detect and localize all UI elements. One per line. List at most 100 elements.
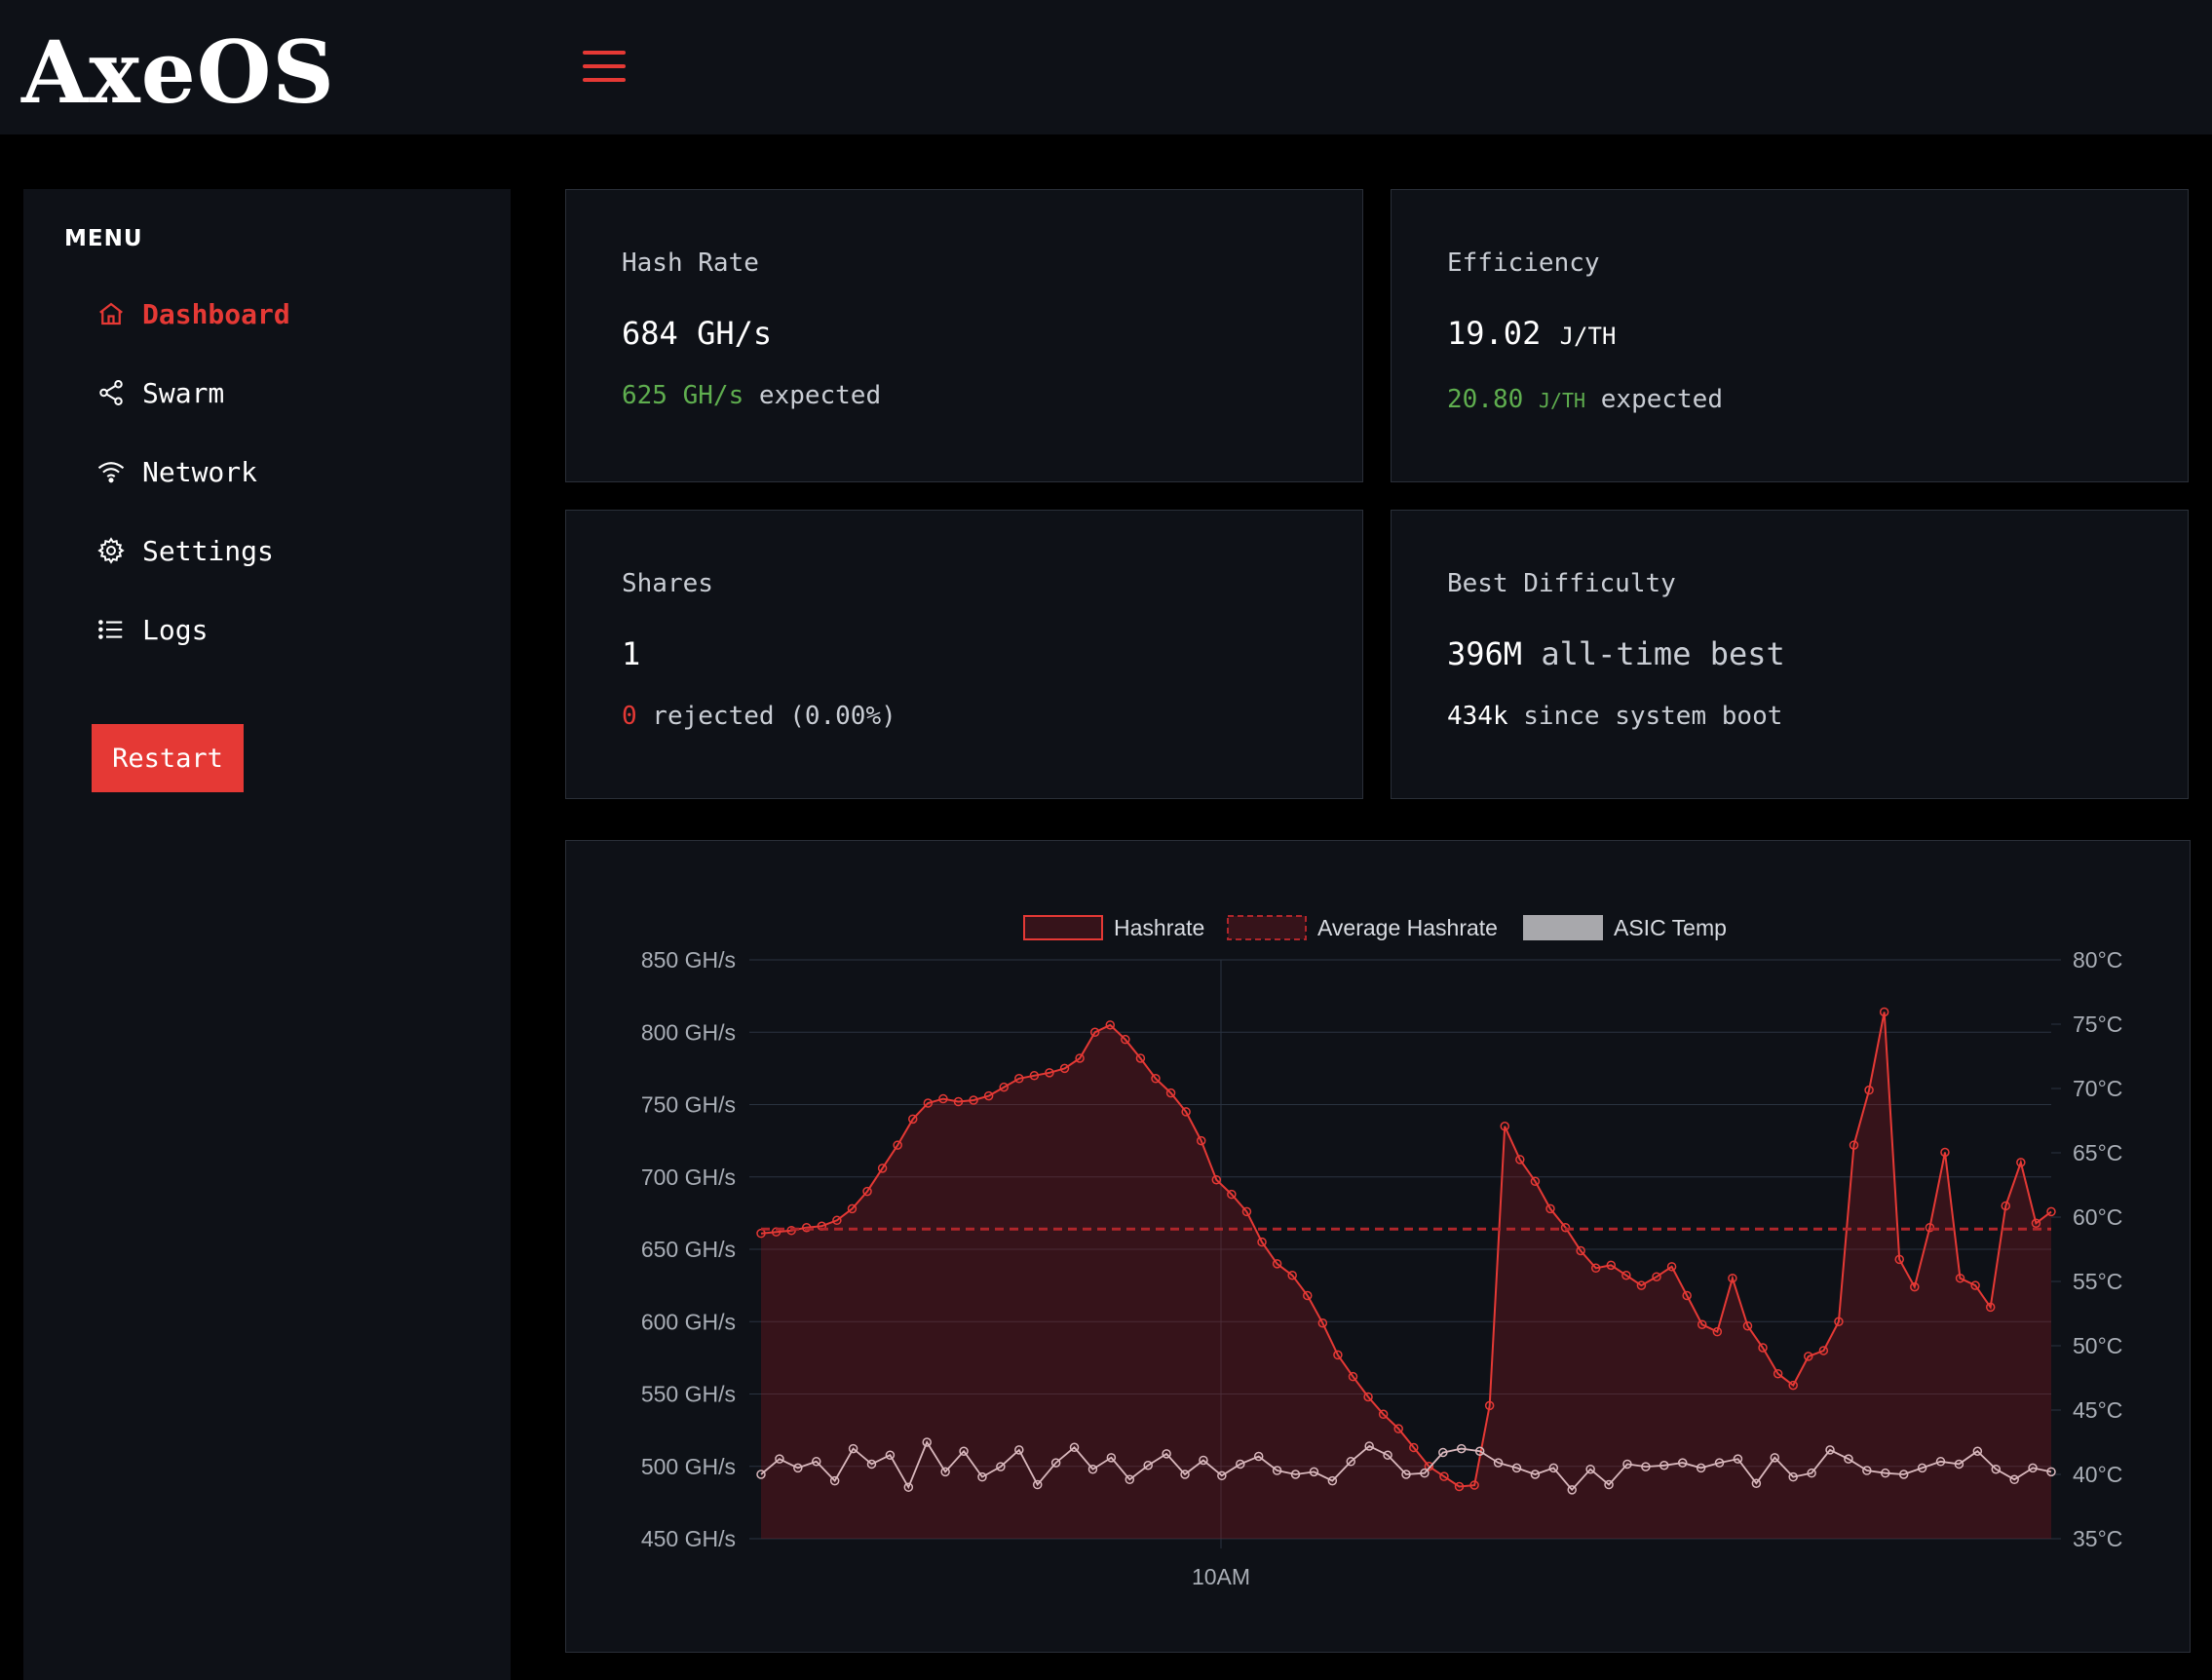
hashrate-point [1165, 1088, 1176, 1098]
hashrate-point [1378, 1409, 1389, 1420]
asic-temp-point [1844, 1454, 1853, 1464]
asic-temp-point [1180, 1470, 1190, 1479]
hashrate-point [1985, 1302, 1996, 1313]
axeos-logo[interactable]: AxeOS [21, 14, 334, 126]
y-left-tick-label: 450 GH/s [641, 1526, 736, 1551]
hashrate-point [1515, 1155, 1525, 1165]
efficiency-value: 19.02 J/TH [1447, 315, 1616, 352]
sidebar: MENU Dashboard Swarm Network Settings Lo… [23, 189, 511, 1680]
asic-temp-point [2046, 1467, 2056, 1477]
asic-temp-point [2028, 1463, 2038, 1473]
hashrate-point [1666, 1262, 1677, 1272]
hashrate-point [1059, 1063, 1070, 1074]
asic-temp-point [1327, 1475, 1338, 1486]
card-label: Shares [622, 569, 713, 598]
asic-temp-point [1401, 1470, 1411, 1479]
hashrate-point [1105, 1020, 1116, 1030]
hashrate-point [1454, 1481, 1465, 1492]
hashrate-point [1135, 1053, 1146, 1063]
asic-temp-point [1585, 1464, 1595, 1474]
asic-temp-point [1438, 1447, 1448, 1458]
asic-temp-point [1788, 1471, 1798, 1482]
asic-temp-point [922, 1437, 932, 1447]
hashrate-point [923, 1098, 934, 1108]
y-right-tick-label: 75°C [2073, 1012, 2122, 1037]
hashrate-point [1151, 1074, 1161, 1084]
hashrate-point [1089, 1027, 1100, 1037]
asic-temp-point [2009, 1474, 2019, 1485]
sidebar-item-network[interactable]: Network [94, 448, 257, 495]
hashrate-point [1590, 1263, 1601, 1274]
asic-temp-point [1309, 1467, 1319, 1477]
asic-temp-point [885, 1450, 896, 1460]
asic-temp-point [1474, 1446, 1485, 1456]
hashrate-point [1121, 1034, 1130, 1045]
hashrate-point [1742, 1320, 1753, 1331]
efficiency-card: Efficiency 19.02 J/TH 20.80 J/TH expecte… [1391, 189, 2189, 482]
expected-suffix: expected [1585, 385, 1723, 414]
asic-temp-point [1014, 1445, 1024, 1455]
y-left-tick-label: 550 GH/s [641, 1382, 736, 1407]
asic-temp-point [1862, 1466, 1872, 1475]
sidebar-item-settings[interactable]: Settings [94, 527, 274, 574]
sidebar-item-label: Network [142, 455, 258, 488]
hashrate-point [1348, 1371, 1358, 1382]
asic-temp-point [1456, 1443, 1467, 1454]
y-left-tick-label: 750 GH/s [641, 1092, 736, 1118]
sidebar-item-swarm[interactable]: Swarm [94, 369, 224, 416]
hashrate-point [1621, 1270, 1631, 1280]
asic-temp-point [1677, 1458, 1688, 1468]
hamburger-icon[interactable] [583, 49, 629, 84]
hash-rate-card: Hash Rate 684 GH/s 625 GH/s expected [565, 189, 1363, 482]
efficiency-unit: J/TH [1559, 323, 1617, 350]
asic-temp-point [977, 1471, 987, 1482]
hashrate-point [1211, 1174, 1222, 1185]
since-boot: 434k since system boot [1447, 702, 1782, 731]
hashrate-point [1333, 1350, 1343, 1360]
legend-swatch [1023, 915, 1103, 940]
hashrate-point [2001, 1201, 2011, 1211]
rejected-count: 0 [622, 702, 637, 731]
best-difficulty-number: 396M [1447, 635, 1523, 672]
hashrate-point [1849, 1140, 1859, 1150]
expected-unit: J/TH [1538, 389, 1586, 412]
efficiency-number: 19.02 [1447, 315, 1542, 352]
asic-temp-point [1825, 1445, 1835, 1455]
hashrate-point [832, 1215, 842, 1226]
hashrate-point [1272, 1259, 1282, 1269]
hashrate-point [1227, 1189, 1237, 1200]
hashrate-point [1424, 1462, 1434, 1471]
sidebar-item-logs[interactable]: Logs [94, 606, 208, 653]
asic-temp-point [1493, 1458, 1504, 1468]
hashrate-point [1303, 1290, 1313, 1301]
shares-card: Shares 1 0 rejected (0.00%) [565, 510, 1363, 799]
hashrate-point [2046, 1206, 2056, 1217]
hashrate-point [1940, 1147, 1950, 1158]
asic-temp-point [1751, 1478, 1762, 1488]
asic-temp-point [1659, 1461, 1669, 1470]
hashrate-point [1045, 1068, 1054, 1078]
asic-temp-point [1714, 1458, 1725, 1468]
hashrate-point [893, 1140, 902, 1150]
asic-temp-point [1236, 1459, 1245, 1470]
asic-temp-point [1622, 1459, 1632, 1470]
hashrate-point [1439, 1471, 1449, 1481]
asic-temp-point [756, 1470, 766, 1479]
top-bar: AxeOS [0, 0, 2212, 134]
sidebar-item-dashboard[interactable]: Dashboard [94, 290, 290, 337]
asic-temp-point [1548, 1463, 1559, 1473]
asic-temp-point [1733, 1454, 1743, 1464]
expected-value: 20.80 [1447, 385, 1524, 414]
asic-temp-point [1530, 1470, 1541, 1479]
restart-button[interactable]: Restart [92, 724, 244, 792]
legend-swatch [1227, 915, 1307, 940]
asic-temp-point [1972, 1446, 1983, 1456]
legend-label: Hashrate [1114, 915, 1204, 940]
legend-swatch [1523, 915, 1603, 940]
y-left-tick-label: 800 GH/s [641, 1019, 736, 1045]
card-label: Hash Rate [622, 248, 759, 278]
y-left-tick-label: 500 GH/s [641, 1454, 736, 1479]
shares-value: 1 [622, 635, 641, 672]
hashrate-point [1894, 1254, 1904, 1265]
hashrate-point [847, 1203, 858, 1214]
